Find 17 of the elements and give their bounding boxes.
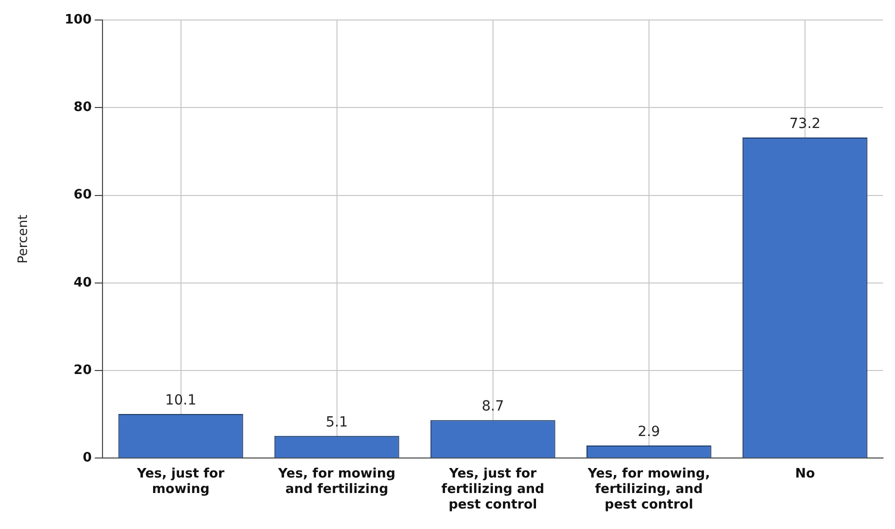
y-tick-label: 80 [74, 100, 92, 116]
y-axis-title: Percent [16, 214, 32, 264]
data-label: 10.1 [165, 392, 196, 409]
x-tick-label: Yes, just for mowing [136, 466, 226, 497]
y-tick-label: 0 [82, 450, 92, 466]
data-label: 8.7 [482, 398, 504, 415]
data-label: 2.9 [638, 424, 660, 440]
x-tick-label: No [795, 466, 815, 482]
y-tick-label: 20 [74, 362, 92, 378]
y-tick-label: 60 [74, 188, 92, 203]
x-tick-label: Yes, for mowing and fertilizing [277, 466, 396, 497]
data-label: 5.1 [326, 414, 348, 430]
y-tick-label: 100 [64, 12, 92, 28]
y-tick-label: 40 [74, 275, 92, 290]
x-tick-label: Yes, for mowing, fertilizing, and pest control [586, 466, 710, 513]
x-tick-label: Yes, just for fertilizing and pest control [441, 466, 544, 513]
data-label: 73.2 [789, 116, 821, 132]
